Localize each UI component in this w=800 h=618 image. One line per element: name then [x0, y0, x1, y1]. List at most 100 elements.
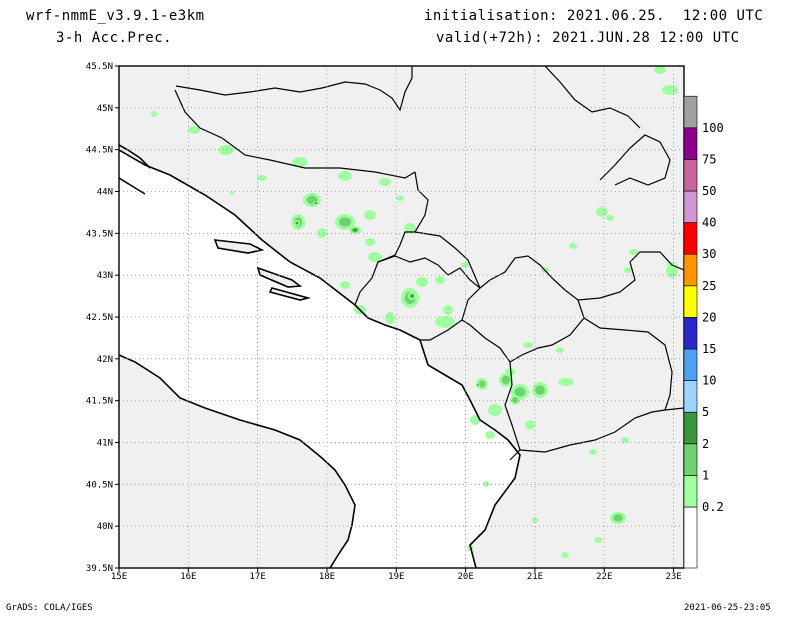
border-north [175, 66, 413, 112]
precip-cell [416, 277, 428, 287]
lon-tick-label: 16E [180, 572, 196, 582]
precip-cell [435, 276, 445, 284]
colorbar-label: 100 [702, 121, 724, 135]
colorbar-segment [683, 475, 698, 508]
italy-land [119, 355, 355, 568]
colorbar-label: 20 [702, 310, 716, 324]
border-romania [544, 66, 641, 129]
precip-cell [558, 378, 574, 386]
lon-tick-label: 19E [388, 572, 404, 582]
init-time: initialisation: 2021.06.25. 12:00 UTC [424, 8, 764, 24]
precip-cell [483, 481, 489, 487]
island-2-coast [256, 266, 303, 288]
timestamp-label: 2021-06-25-23:05 [684, 603, 771, 613]
precip-cell [435, 316, 455, 328]
country-borders [174, 66, 684, 461]
colorbar-label: 5 [702, 405, 709, 419]
model-title: wrf-nmmE_v3.9.1-e3km [26, 8, 205, 24]
precip-cell [561, 552, 569, 558]
precip-cell [338, 171, 352, 181]
istria-coast [119, 144, 151, 195]
lat-tick-label: 44N [97, 188, 113, 198]
lat-tick-label: 41.5N [86, 397, 113, 407]
coastlines [119, 144, 521, 568]
precip-cell [589, 449, 597, 455]
precip-cell [624, 267, 632, 273]
lat-tick-label: 45.5N [86, 62, 113, 72]
colorbar-label: 25 [702, 279, 716, 293]
colorbar-label: 40 [702, 216, 716, 230]
precip-cell [606, 215, 614, 221]
precip-cell [352, 228, 358, 232]
lat-tick-label: 42.5N [86, 313, 113, 323]
precip-cell [470, 415, 480, 425]
precip-cell [404, 223, 416, 233]
precip-cell [514, 387, 526, 397]
lat-tick-label: 41N [97, 439, 113, 449]
precip-cell [488, 404, 502, 416]
precip-cell [613, 514, 623, 522]
lon-tick-label: 23E [665, 572, 681, 582]
precip-cell [478, 380, 486, 388]
precip-cell [151, 111, 157, 117]
precip-cell [501, 375, 511, 385]
precip-cell [556, 347, 564, 353]
lon-tick-label: 22E [596, 572, 612, 582]
lon-tick-label: 17E [250, 572, 266, 582]
lat-tick-label: 43N [97, 271, 113, 281]
colorbar-label: 50 [702, 184, 716, 198]
precip-cell [339, 217, 351, 227]
lat-tick-label: 44.5N [86, 146, 113, 156]
precip-cell [410, 294, 414, 298]
border-mk-bg [583, 317, 673, 411]
precip-cell [365, 238, 375, 246]
precip-cell [525, 420, 535, 430]
colorbar-label: 30 [702, 247, 716, 261]
precip-cell [257, 175, 267, 181]
island-3-coast [268, 287, 312, 301]
precip-cell [485, 431, 495, 439]
colorbar-segment [683, 317, 698, 350]
precip-cell [292, 157, 308, 167]
colorbar-segment [683, 253, 698, 287]
colorbar-segment [683, 285, 698, 318]
precip-cell [596, 207, 608, 217]
colorbar-label: 75 [702, 152, 716, 166]
valid-time: valid(+72h): 2021.JUN.28 12:00 UTC [436, 30, 740, 46]
precip-cell [654, 66, 666, 74]
colorbar-segment [683, 222, 698, 255]
colorbar-segment [683, 380, 698, 413]
precip-cell [532, 517, 538, 523]
lat-tick-label: 40N [97, 522, 113, 532]
colorbar-segment [683, 95, 698, 129]
colorbar-segment [683, 443, 698, 476]
lat-tick-label: 39.5N [86, 564, 113, 574]
precip-cell [461, 262, 469, 268]
balkan-land [119, 66, 684, 568]
colorbar-segment [683, 506, 698, 569]
precip-cell [340, 281, 350, 289]
axis-ticks: 45.5N 45N 44.5N 44N 43.5N 43N 42.5N 42N 41.5N 41N… [86, 62, 682, 582]
precip-cell [188, 126, 200, 134]
precip-cell [505, 368, 515, 376]
lon-tick-label: 18E [319, 572, 335, 582]
precip-cell [477, 384, 479, 386]
border-bih-serbia [354, 171, 429, 306]
colorbar-segment [683, 159, 698, 192]
lon-tick-label: 15E [111, 572, 127, 582]
precip-cell [295, 221, 299, 225]
precip-cell [523, 342, 533, 348]
precip-cell [385, 312, 395, 324]
lat-tick-label: 45N [97, 104, 113, 114]
precip-cell [364, 210, 376, 220]
lat-tick-label: 43.5N [86, 229, 113, 239]
colorbar-label: 15 [702, 342, 716, 356]
island-1 [215, 240, 262, 253]
colorbar-segment [683, 411, 698, 445]
island-3 [270, 288, 308, 300]
precip-cell [443, 305, 453, 315]
island-2 [258, 268, 300, 287]
precip-cell [368, 252, 382, 262]
